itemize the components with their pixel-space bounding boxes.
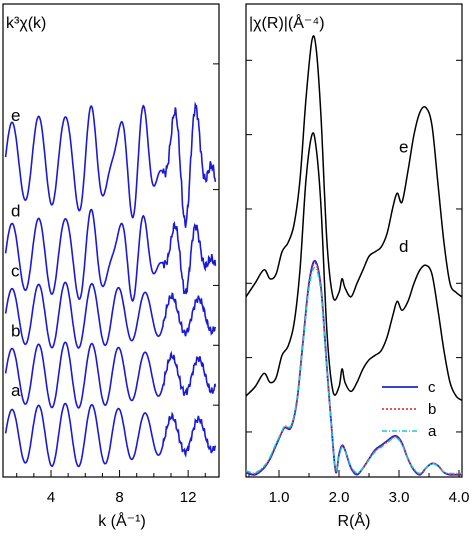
- right-plot-frame: [245, 3, 463, 478]
- right-series-line-d: [245, 132, 463, 402]
- right-x-tick-label: 4.0: [449, 489, 470, 506]
- right-x-tick-label: 1.0: [269, 489, 290, 506]
- right-curves: [245, 35, 463, 476]
- left-x-ticks: 4 8 12: [16, 63, 219, 506]
- right-y-ticks: [246, 59, 462, 433]
- left-curve-label-e: e: [11, 106, 20, 125]
- right-series-line-e: [245, 35, 463, 301]
- right-series-line-b: [245, 262, 462, 476]
- right-x-tick-label: 2.0: [329, 489, 350, 506]
- right-panel: 1.0 2.0 3.0 4.0 ed cba |χ(R)|(Å⁻⁴) R(Å): [245, 3, 470, 530]
- legend-label-c: c: [428, 379, 436, 396]
- left-curve-label-a: a: [11, 381, 21, 400]
- left-curve-label-d: d: [11, 202, 20, 221]
- legend-label-a: a: [428, 423, 437, 440]
- right-x-axis-label: R(Å): [338, 511, 371, 530]
- legend: cba: [382, 379, 437, 440]
- right-curve-label-d: d: [399, 237, 408, 256]
- right-panel-title: |χ(R)|(Å⁻⁴): [249, 13, 325, 32]
- left-panel: 4 8 12 a b c d e k³χ(k) k (Å⁻¹): [2, 3, 220, 530]
- left-x-tick-label: 8: [115, 489, 123, 506]
- left-series-line-a: [4, 402, 217, 468]
- right-curve-label-e: e: [399, 138, 408, 157]
- left-series-line-e: [4, 101, 217, 228]
- left-curve-label-c: c: [11, 261, 20, 280]
- right-curve-labels: ed: [399, 138, 408, 256]
- left-series-line-b: [4, 341, 217, 409]
- left-plot-frame: [2, 3, 220, 478]
- legend-label-b: b: [428, 401, 436, 418]
- right-x-tick-label: 3.0: [389, 489, 410, 506]
- left-curve-labels: a b c d e: [11, 106, 21, 400]
- left-x-tick-label: 4: [47, 489, 55, 506]
- left-x-axis-label: k (Å⁻¹): [98, 511, 146, 530]
- left-panel-title: k³χ(k): [6, 15, 46, 32]
- left-x-tick-label: 12: [180, 489, 197, 506]
- right-x-ticks: 1.0 2.0 3.0 4.0: [248, 470, 470, 506]
- left-curve-label-b: b: [11, 321, 20, 340]
- left-curves: [4, 101, 217, 468]
- left-series-line-c: [4, 281, 217, 349]
- left-series-line-d: [4, 208, 217, 303]
